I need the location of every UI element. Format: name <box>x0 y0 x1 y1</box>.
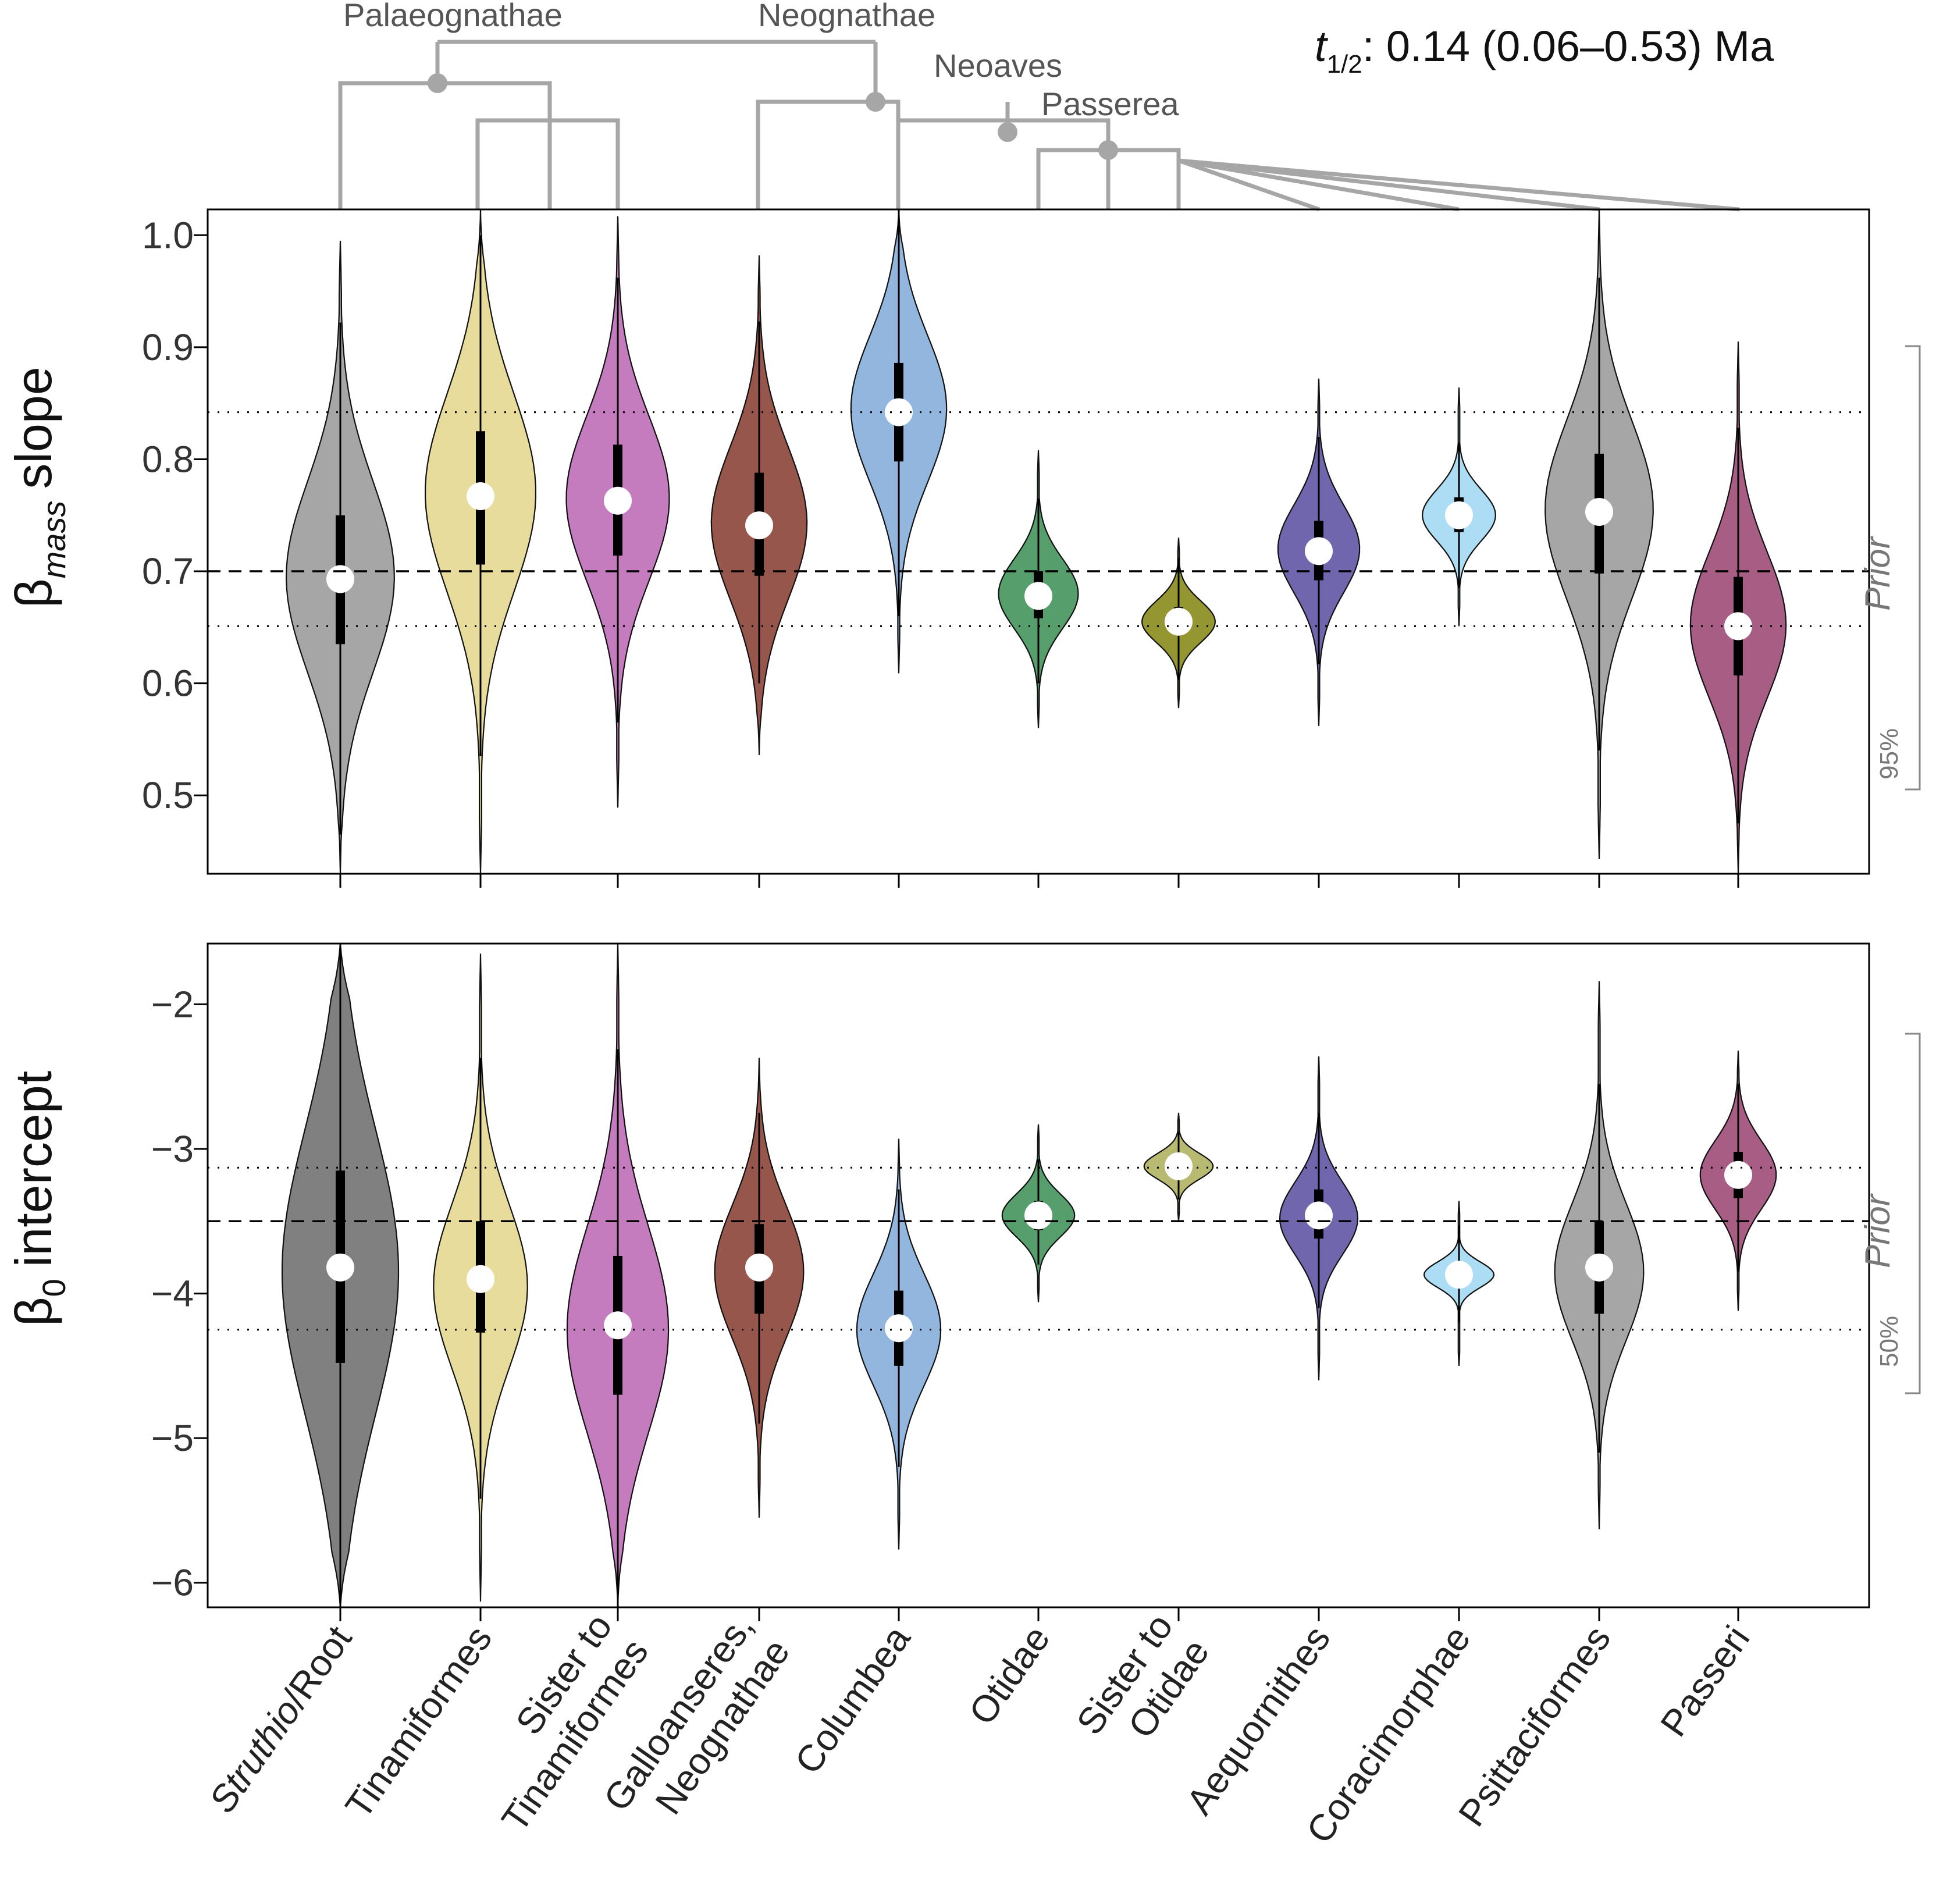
category-label-otidae: Otidae <box>960 1618 1058 1732</box>
slope-median-tinamiformes <box>467 482 494 511</box>
slope-bracket-line <box>1905 345 1921 791</box>
slope-violins <box>285 209 1787 874</box>
intercept-panel: −2 −3 −4 −5 −6 Prior 50% <box>151 942 1921 1621</box>
intercept-median-columbea <box>885 1314 913 1343</box>
slope-ylabel: βmass slope <box>5 366 72 608</box>
intercept-prior-bracket: Prior 50% <box>1858 1033 1921 1394</box>
intercept-median-sister-to-otidae <box>1165 1152 1193 1180</box>
slope-prior-bracket: Prior 95% <box>1858 345 1921 791</box>
intercept-median-psittaciformes <box>1585 1253 1613 1282</box>
intercept-ytick-label: −3 <box>151 1128 194 1170</box>
intercept-violins <box>281 944 1777 1607</box>
slope-interval-label: 95% <box>1875 728 1903 780</box>
intercept-median-tinamiformes <box>467 1265 494 1293</box>
slope-median-sister-to-tinamiformes <box>604 486 632 515</box>
slope-ytick-label: 0.6 <box>142 663 194 704</box>
slope-panel: 0.5 0.6 0.7 0.8 0.9 1.0 Prior 95% <box>142 208 1921 888</box>
intercept-ytick-label: −2 <box>151 983 194 1025</box>
slope-median-psittaciformes <box>1585 497 1613 526</box>
slope-median-coracimorphae <box>1445 501 1473 529</box>
slope-ytick-label: 0.8 <box>142 438 194 480</box>
slope-ylabel-symbol: β <box>5 578 62 608</box>
tree-nodes <box>428 73 1118 160</box>
clade-label-passerea: Passerea <box>1041 86 1179 122</box>
slope-ytick-label: 1.0 <box>142 214 194 256</box>
intercept-ylabel-text: intercept <box>5 1071 62 1268</box>
intercept-median-struthio-root <box>326 1253 354 1282</box>
tree-branch-palaeognathae <box>338 81 552 209</box>
category-label-tinamiformes: Tinamiformes <box>337 1618 500 1826</box>
category-label-sister-to-otidae: Sister toOtidae <box>1068 1606 1217 1767</box>
intercept-median-sister-to-tinamiformes <box>604 1311 632 1340</box>
category-label-columbea: Columbea <box>787 1618 919 1781</box>
half-life-symbol: t <box>1315 22 1329 70</box>
intercept-ytick-label: −6 <box>151 1562 194 1604</box>
node-palaeognathae <box>428 73 447 93</box>
node-passerea <box>1098 140 1118 160</box>
slope-ytick-label: 0.5 <box>142 774 194 816</box>
half-life-value: : 0.14 (0.06–0.53) Ma <box>1362 22 1774 70</box>
intercept-median-passeri <box>1724 1161 1752 1189</box>
intercept-ytick-label: −4 <box>151 1273 194 1315</box>
category-label-psittaciformes: Psittaciformes <box>1450 1618 1618 1834</box>
intercept-prior-label: Prior <box>1858 1193 1897 1268</box>
slope-ytick-label: 0.7 <box>142 550 194 592</box>
category-label-struthio-root: Struthio/Root <box>201 1618 360 1820</box>
intercept-bracket-line <box>1905 1033 1921 1394</box>
clade-label-palaeognathae: Palaeognathae <box>343 0 563 33</box>
node-neognathae <box>866 92 885 112</box>
slope-ylabel-text: slope <box>5 366 62 489</box>
node-neoaves <box>998 122 1017 142</box>
clade-label-neognathae: Neognathae <box>758 0 935 33</box>
half-life-annotation: t1/2: 0.14 (0.06–0.53) Ma <box>1315 22 1774 79</box>
tree-branch-neognathae <box>756 99 901 209</box>
intercept-median-aequornithes <box>1305 1201 1333 1230</box>
intercept-ylabel-symbol: β <box>5 1297 62 1326</box>
slope-median-columbea <box>885 398 913 426</box>
tree-branch-tinamiformes <box>475 118 620 209</box>
tree-branch-neoaves <box>896 118 1111 209</box>
slope-median-galloanseres-neognathae <box>745 511 773 540</box>
slope-ylabel-subscript: mass <box>35 501 72 579</box>
intercept-ylabel-subscript: 0 <box>35 1279 72 1297</box>
half-life-subscript: 1/2 <box>1327 50 1362 79</box>
intercept-prior-lines <box>208 1166 1869 1331</box>
slope-median-otidae <box>1024 582 1052 610</box>
slope-median-passeri <box>1724 612 1752 640</box>
slope-median-sister-to-otidae <box>1165 607 1193 636</box>
slope-prior-label: Prior <box>1858 536 1897 611</box>
clade-label-neoaves: Neoaves <box>934 47 1062 84</box>
intercept-median-galloanseres-neognathae <box>745 1253 773 1282</box>
slope-median-aequornithes <box>1305 537 1333 565</box>
intercept-ytick-label: −5 <box>151 1417 194 1459</box>
intercept-median-otidae <box>1024 1201 1052 1230</box>
slope-median-struthio-root <box>326 565 354 593</box>
slope-ytick-label: 0.9 <box>142 326 194 368</box>
slope-prior-lines <box>208 411 1869 627</box>
intercept-ylabel: β0 intercept <box>5 1071 72 1326</box>
intercept-median-coracimorphae <box>1445 1261 1473 1289</box>
category-label-passeri: Passeri <box>1652 1618 1757 1744</box>
intercept-interval-label: 50% <box>1875 1316 1903 1367</box>
intercept-yaxis: −2 −3 −4 −5 −6 <box>151 983 1739 1621</box>
tree-branch-passerea-fan <box>1177 158 1740 212</box>
slope-yaxis: 0.5 0.6 0.7 0.8 0.9 1.0 <box>142 214 1739 888</box>
